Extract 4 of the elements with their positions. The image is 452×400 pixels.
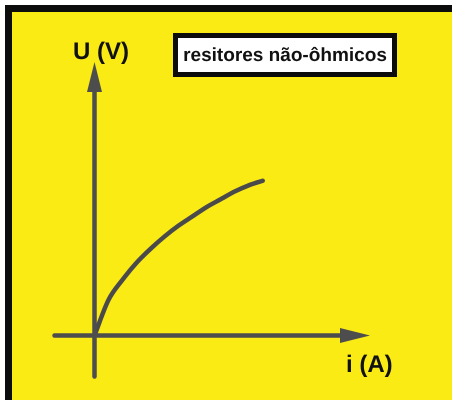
y-axis-title: U (V) [73,38,129,65]
x-axis-title: i (A) [346,351,393,378]
chart-title: resitores não-ôhmicos [183,44,387,66]
title-frame: resitores não-ôhmicos [173,33,397,77]
